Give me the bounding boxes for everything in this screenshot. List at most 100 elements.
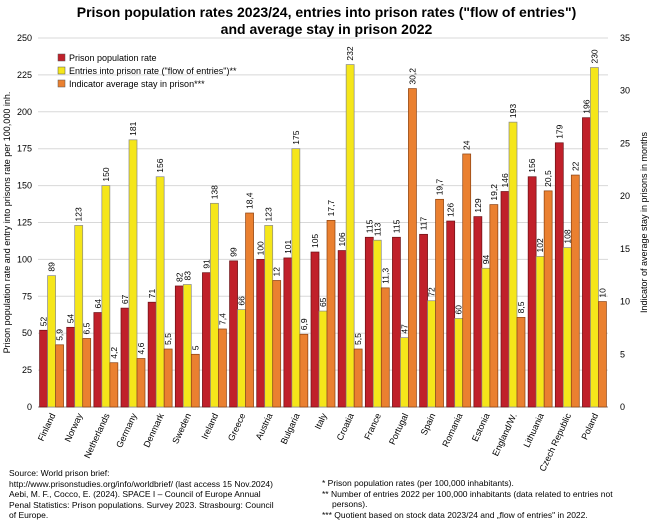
data-label: 193 bbox=[508, 104, 518, 118]
data-label: 100 bbox=[256, 241, 266, 255]
bar-greece-s1 bbox=[229, 260, 238, 408]
y-tick-label: 150 bbox=[17, 181, 32, 191]
data-label: 6,5 bbox=[82, 322, 92, 334]
y2-tick-label: 5 bbox=[620, 349, 625, 359]
bar-norway-s3 bbox=[82, 338, 92, 408]
y2-tick-label: 10 bbox=[620, 297, 630, 307]
data-label: 60 bbox=[454, 305, 464, 315]
data-label: 138 bbox=[209, 185, 219, 199]
bar-finland-s3 bbox=[55, 344, 64, 408]
chart-title: Prison population rates 2023/24, entries… bbox=[0, 4, 653, 38]
bar-ireland-s3 bbox=[218, 328, 227, 408]
data-label: 24 bbox=[462, 140, 472, 150]
data-label: 4,6 bbox=[136, 342, 146, 354]
data-label: 91 bbox=[201, 259, 211, 269]
data-label: 83 bbox=[182, 271, 192, 281]
data-label: 10 bbox=[597, 288, 607, 298]
data-label: 52 bbox=[39, 317, 49, 327]
data-label: 101 bbox=[283, 239, 293, 253]
bar-lithuania-s2 bbox=[535, 256, 545, 408]
bar-finland-s1 bbox=[39, 329, 48, 408]
bar-poland-s2 bbox=[590, 67, 599, 408]
x-tick-label: Spain bbox=[419, 412, 438, 437]
legend-swatch bbox=[57, 79, 66, 88]
bar-germany-s2 bbox=[128, 139, 138, 408]
bar-netherlands-s3 bbox=[109, 362, 119, 408]
footnote: * Prison population rates (per 100,000 i… bbox=[322, 478, 514, 488]
bar-croatia-s1 bbox=[337, 250, 347, 408]
title-line-2: and average stay in prison 2022 bbox=[220, 21, 433, 37]
bar-lithuania-s1 bbox=[527, 176, 537, 408]
data-label: 99 bbox=[229, 247, 239, 257]
bar-norway-s2 bbox=[74, 225, 84, 408]
y-tick-label: 50 bbox=[22, 328, 32, 338]
bar-poland-s3 bbox=[598, 301, 607, 408]
footnote: ** Number of entries 2022 per 100,000 in… bbox=[322, 488, 613, 499]
bar-denmark-s3 bbox=[163, 348, 173, 408]
x-tick-label: Poland bbox=[579, 412, 600, 442]
data-label: 20,5 bbox=[543, 170, 553, 187]
bar-finland-s2 bbox=[47, 275, 56, 408]
data-label: 6,9 bbox=[299, 318, 309, 330]
data-label: 19,7 bbox=[435, 178, 445, 195]
bar-estonia-s2 bbox=[481, 267, 491, 408]
bar-greece-s2 bbox=[237, 309, 246, 408]
y-tick-label: 125 bbox=[17, 218, 32, 228]
bar-england-w--s2 bbox=[508, 121, 518, 408]
bar-bulgaria-s3 bbox=[299, 333, 309, 408]
x-tick-label: Germany bbox=[114, 411, 139, 449]
data-label: 19,2 bbox=[489, 184, 499, 201]
bar-croatia-s3 bbox=[353, 348, 363, 408]
bar-germany-s3 bbox=[136, 358, 146, 408]
data-label: 102 bbox=[535, 238, 545, 252]
bar-netherlands-s1 bbox=[93, 312, 103, 408]
x-tick-label: Croatia bbox=[335, 412, 356, 443]
data-label: 8,5 bbox=[516, 301, 526, 313]
data-label: 181 bbox=[128, 121, 138, 135]
bar-germany-s1 bbox=[120, 307, 130, 408]
data-label: 115 bbox=[391, 219, 401, 233]
data-label: 115 bbox=[364, 219, 374, 233]
data-label: 54 bbox=[66, 314, 76, 324]
bar-portugal-s3 bbox=[408, 88, 417, 408]
bar-czech-republic-s3 bbox=[570, 174, 580, 408]
y-tick-label: 175 bbox=[17, 144, 32, 154]
bar-spain-s1 bbox=[419, 233, 428, 408]
x-tick-label: England/W. bbox=[490, 412, 519, 458]
bar-italy-s2 bbox=[318, 310, 328, 408]
bar-lithuania-s3 bbox=[543, 190, 553, 408]
bar-denmark-s1 bbox=[147, 301, 157, 408]
legend-label: Prison population rate bbox=[69, 53, 157, 63]
bar-spain-s3 bbox=[435, 198, 444, 408]
y-tick-label: 225 bbox=[17, 70, 32, 80]
data-label: 11,3 bbox=[380, 268, 390, 284]
x-tick-label: Norway bbox=[63, 411, 85, 443]
data-label: 12 bbox=[272, 267, 282, 277]
data-label: 5 bbox=[190, 345, 200, 350]
data-label: 22 bbox=[570, 161, 580, 171]
bar-italy-s3 bbox=[326, 220, 336, 408]
bar-france-s3 bbox=[380, 287, 390, 408]
data-label: 82 bbox=[174, 272, 184, 282]
data-label: 146 bbox=[500, 173, 510, 187]
y-tick-label: 25 bbox=[22, 365, 32, 375]
data-label: 47 bbox=[399, 324, 409, 334]
y2-tick-label: 20 bbox=[620, 191, 630, 201]
y-axis-title: Prison population rate and entry into pr… bbox=[2, 92, 12, 354]
x-tick-label: Romania bbox=[440, 412, 464, 449]
y2-axis-title: Indicator of average stay in prisons in … bbox=[639, 131, 649, 313]
bar-sweden-s2 bbox=[182, 284, 192, 408]
legend-swatch bbox=[57, 66, 66, 75]
bar-ireland-s2 bbox=[210, 202, 219, 408]
data-label: 230 bbox=[589, 49, 599, 63]
data-label: 175 bbox=[291, 130, 301, 144]
data-label: 196 bbox=[581, 99, 591, 113]
source-line: of Europe. bbox=[9, 510, 49, 520]
bar-greece-s3 bbox=[245, 212, 254, 408]
data-label: 156 bbox=[527, 158, 537, 172]
y2-tick-label: 35 bbox=[620, 33, 630, 43]
data-label: 30,2 bbox=[407, 68, 417, 85]
bar-bulgaria-s2 bbox=[291, 148, 301, 408]
bar-denmark-s2 bbox=[155, 176, 165, 408]
data-label: 232 bbox=[345, 46, 355, 60]
